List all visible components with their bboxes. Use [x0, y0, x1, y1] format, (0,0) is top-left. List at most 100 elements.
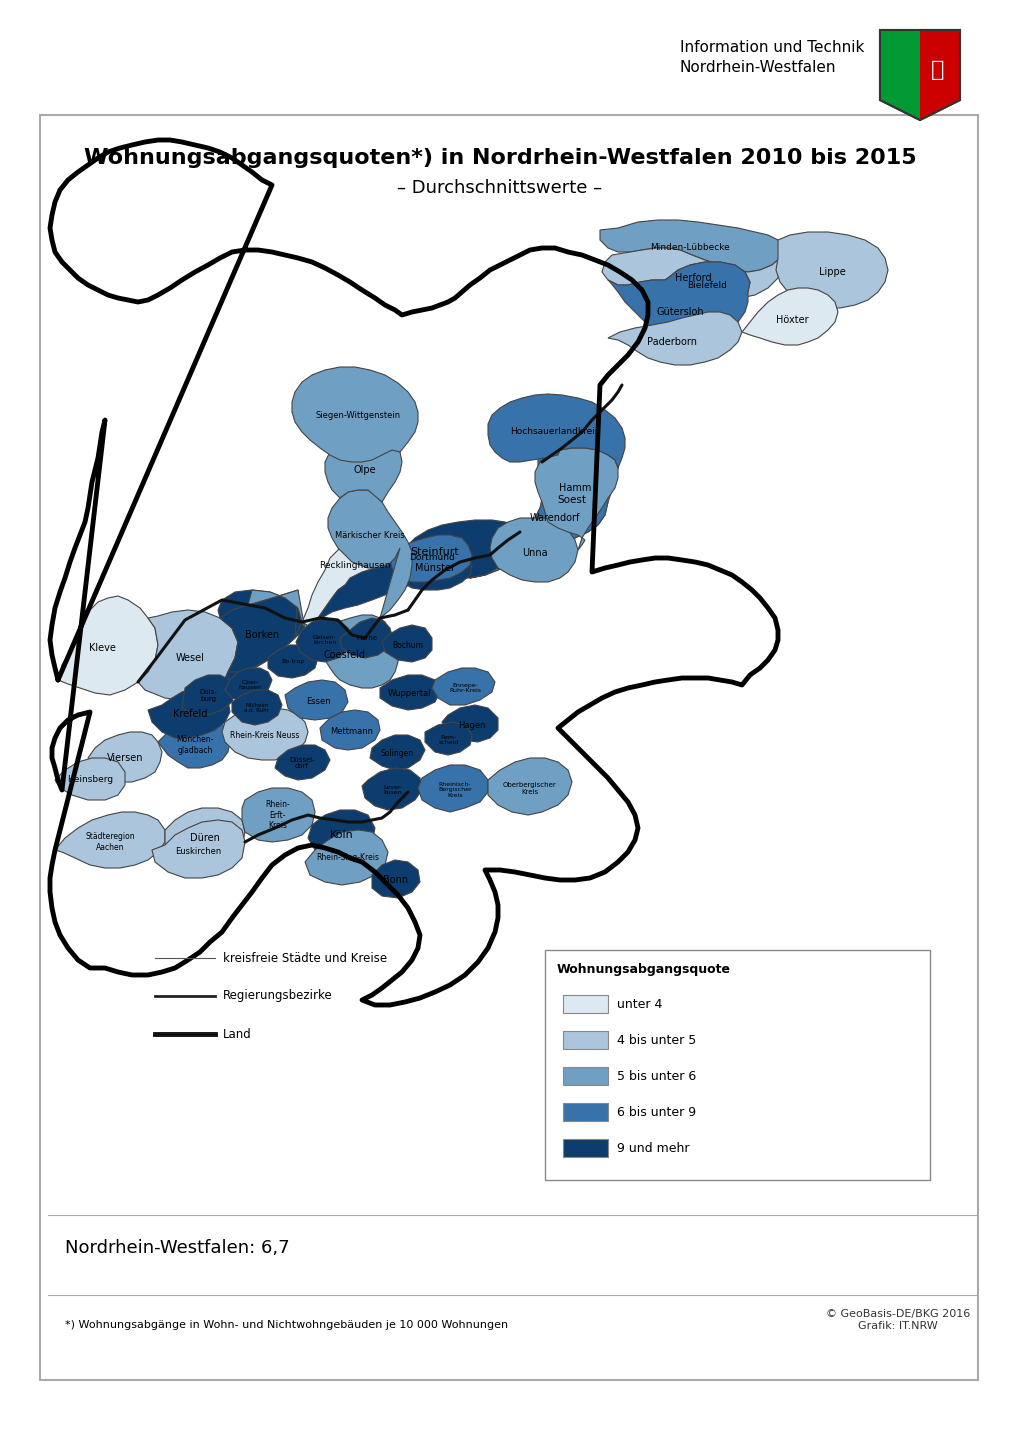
Text: Bochum: Bochum: [392, 640, 423, 650]
Text: © GeoBasis-DE/BKG 2016
Grafik: IT.NRW: © GeoBasis-DE/BKG 2016 Grafik: IT.NRW: [825, 1310, 969, 1331]
Polygon shape: [535, 448, 618, 550]
FancyBboxPatch shape: [562, 1066, 607, 1085]
Text: Bo­trop: Bo­trop: [281, 660, 305, 664]
Text: Mettmann: Mettmann: [330, 728, 373, 736]
Polygon shape: [497, 437, 618, 571]
Polygon shape: [879, 30, 919, 120]
Polygon shape: [370, 735, 425, 769]
Text: Mülheim
a.d. Ruhr: Mülheim a.d. Ruhr: [245, 703, 269, 713]
Polygon shape: [432, 669, 494, 705]
Text: Borken: Borken: [245, 630, 279, 640]
Polygon shape: [425, 722, 472, 755]
Polygon shape: [165, 808, 245, 865]
Polygon shape: [418, 765, 487, 811]
Polygon shape: [879, 30, 959, 120]
Text: Ennepe-
Ruhr-Kreis: Ennepe- Ruhr-Kreis: [448, 683, 481, 693]
Polygon shape: [339, 618, 391, 659]
FancyBboxPatch shape: [40, 115, 977, 1380]
Text: Rem-
scheid: Rem- scheid: [438, 735, 459, 745]
Polygon shape: [58, 597, 158, 695]
Text: Märkischer Kreis: Märkischer Kreis: [335, 530, 405, 539]
Text: Paderborn: Paderborn: [646, 337, 696, 347]
Polygon shape: [325, 438, 401, 501]
Text: Lever-
kusen: Lever- kusen: [383, 784, 403, 795]
Polygon shape: [919, 30, 959, 120]
Text: Wohnungsabgangsquoten*) in Nordrhein-Westfalen 2010 bis 2015: Wohnungsabgangsquoten*) in Nordrhein-Wes…: [84, 148, 915, 169]
Polygon shape: [296, 618, 352, 661]
Text: Düren: Düren: [190, 833, 220, 843]
FancyBboxPatch shape: [544, 950, 929, 1180]
FancyBboxPatch shape: [562, 1102, 607, 1121]
Text: Krefeld: Krefeld: [172, 709, 207, 719]
Text: Hochsauerlandkreis: Hochsauerlandkreis: [510, 428, 599, 437]
Polygon shape: [741, 288, 838, 344]
Polygon shape: [607, 313, 741, 365]
Text: Euskirchen: Euskirchen: [174, 847, 221, 856]
Polygon shape: [148, 687, 229, 738]
Text: Recklinghausen: Recklinghausen: [319, 561, 390, 569]
Polygon shape: [664, 262, 749, 298]
Polygon shape: [152, 820, 245, 878]
Text: Dortmund: Dortmund: [409, 553, 454, 562]
Text: Ober-
hausen: Ober- hausen: [238, 680, 261, 690]
Text: unter 4: unter 4: [616, 997, 661, 1010]
Text: Herne: Herne: [357, 635, 377, 641]
Polygon shape: [607, 262, 749, 339]
Polygon shape: [305, 830, 387, 885]
Polygon shape: [55, 758, 125, 800]
Text: Hagen: Hagen: [458, 720, 485, 729]
Text: 5 bis unter 6: 5 bis unter 6: [616, 1069, 696, 1082]
Text: Land: Land: [223, 1027, 252, 1040]
Text: Wesel: Wesel: [175, 653, 204, 663]
Text: 4 bis unter 5: 4 bis unter 5: [616, 1033, 696, 1046]
Polygon shape: [268, 646, 318, 679]
Text: Rhein-Kreis Neuss: Rhein-Kreis Neuss: [230, 731, 300, 739]
Polygon shape: [328, 490, 412, 618]
Polygon shape: [380, 674, 439, 710]
Text: Höxter: Höxter: [774, 316, 807, 326]
Text: Regierungsbezirke: Regierungsbezirke: [223, 990, 332, 1003]
FancyBboxPatch shape: [562, 1030, 607, 1049]
Text: Nordrhein-Westfalen: Nordrhein-Westfalen: [680, 61, 836, 75]
Text: Münster: Münster: [415, 563, 454, 574]
Polygon shape: [225, 669, 272, 702]
Text: kreisfreie Städte und Kreise: kreisfreie Städte und Kreise: [223, 951, 387, 964]
Polygon shape: [470, 481, 607, 578]
Polygon shape: [362, 768, 422, 810]
Polygon shape: [308, 810, 375, 857]
Text: Rheinisch-
Bergischer
Kreis: Rheinisch- Bergischer Kreis: [438, 781, 472, 798]
Text: Siegen-Wittgenstein: Siegen-Wittgenstein: [315, 411, 400, 419]
Text: Oberbergischer
Kreis: Oberbergischer Kreis: [502, 781, 556, 794]
Text: Viersen: Viersen: [107, 754, 143, 762]
Polygon shape: [320, 710, 380, 749]
Polygon shape: [775, 232, 888, 308]
Polygon shape: [372, 860, 420, 898]
Text: Wohnungsabgangsquote: Wohnungsabgangsquote: [556, 964, 731, 977]
Polygon shape: [138, 610, 237, 700]
FancyBboxPatch shape: [562, 994, 607, 1013]
Text: Bonn: Bonn: [383, 875, 409, 885]
Polygon shape: [88, 732, 162, 782]
Text: Wuppertal: Wuppertal: [388, 689, 431, 697]
Text: Unna: Unna: [522, 548, 547, 558]
Polygon shape: [242, 788, 315, 842]
Polygon shape: [487, 393, 625, 468]
Polygon shape: [382, 625, 432, 661]
Text: Olpe: Olpe: [354, 465, 376, 476]
Polygon shape: [55, 811, 165, 867]
Text: Essen: Essen: [306, 697, 330, 706]
Polygon shape: [231, 690, 281, 725]
Polygon shape: [302, 535, 401, 633]
Text: Gütersloh: Gütersloh: [655, 307, 703, 317]
Polygon shape: [284, 680, 347, 720]
Text: Solingen: Solingen: [380, 748, 413, 758]
Text: Steinfurt: Steinfurt: [411, 548, 459, 558]
Text: Mönchen-
gladbach: Mönchen- gladbach: [176, 735, 213, 755]
Text: *) Wohnungsabgänge in Wohn- und Nichtwohngebäuden je 10 000 Wohnungen: *) Wohnungsabgänge in Wohn- und Nichtwoh…: [65, 1320, 507, 1330]
Polygon shape: [275, 745, 330, 780]
Text: Rhein-Sieg-Kreis: Rhein-Sieg-Kreis: [316, 853, 379, 863]
Polygon shape: [601, 248, 782, 298]
Text: Rhein-
Erft-
Kreis: Rhein- Erft- Kreis: [265, 800, 290, 830]
Polygon shape: [395, 545, 472, 589]
Polygon shape: [158, 718, 229, 768]
